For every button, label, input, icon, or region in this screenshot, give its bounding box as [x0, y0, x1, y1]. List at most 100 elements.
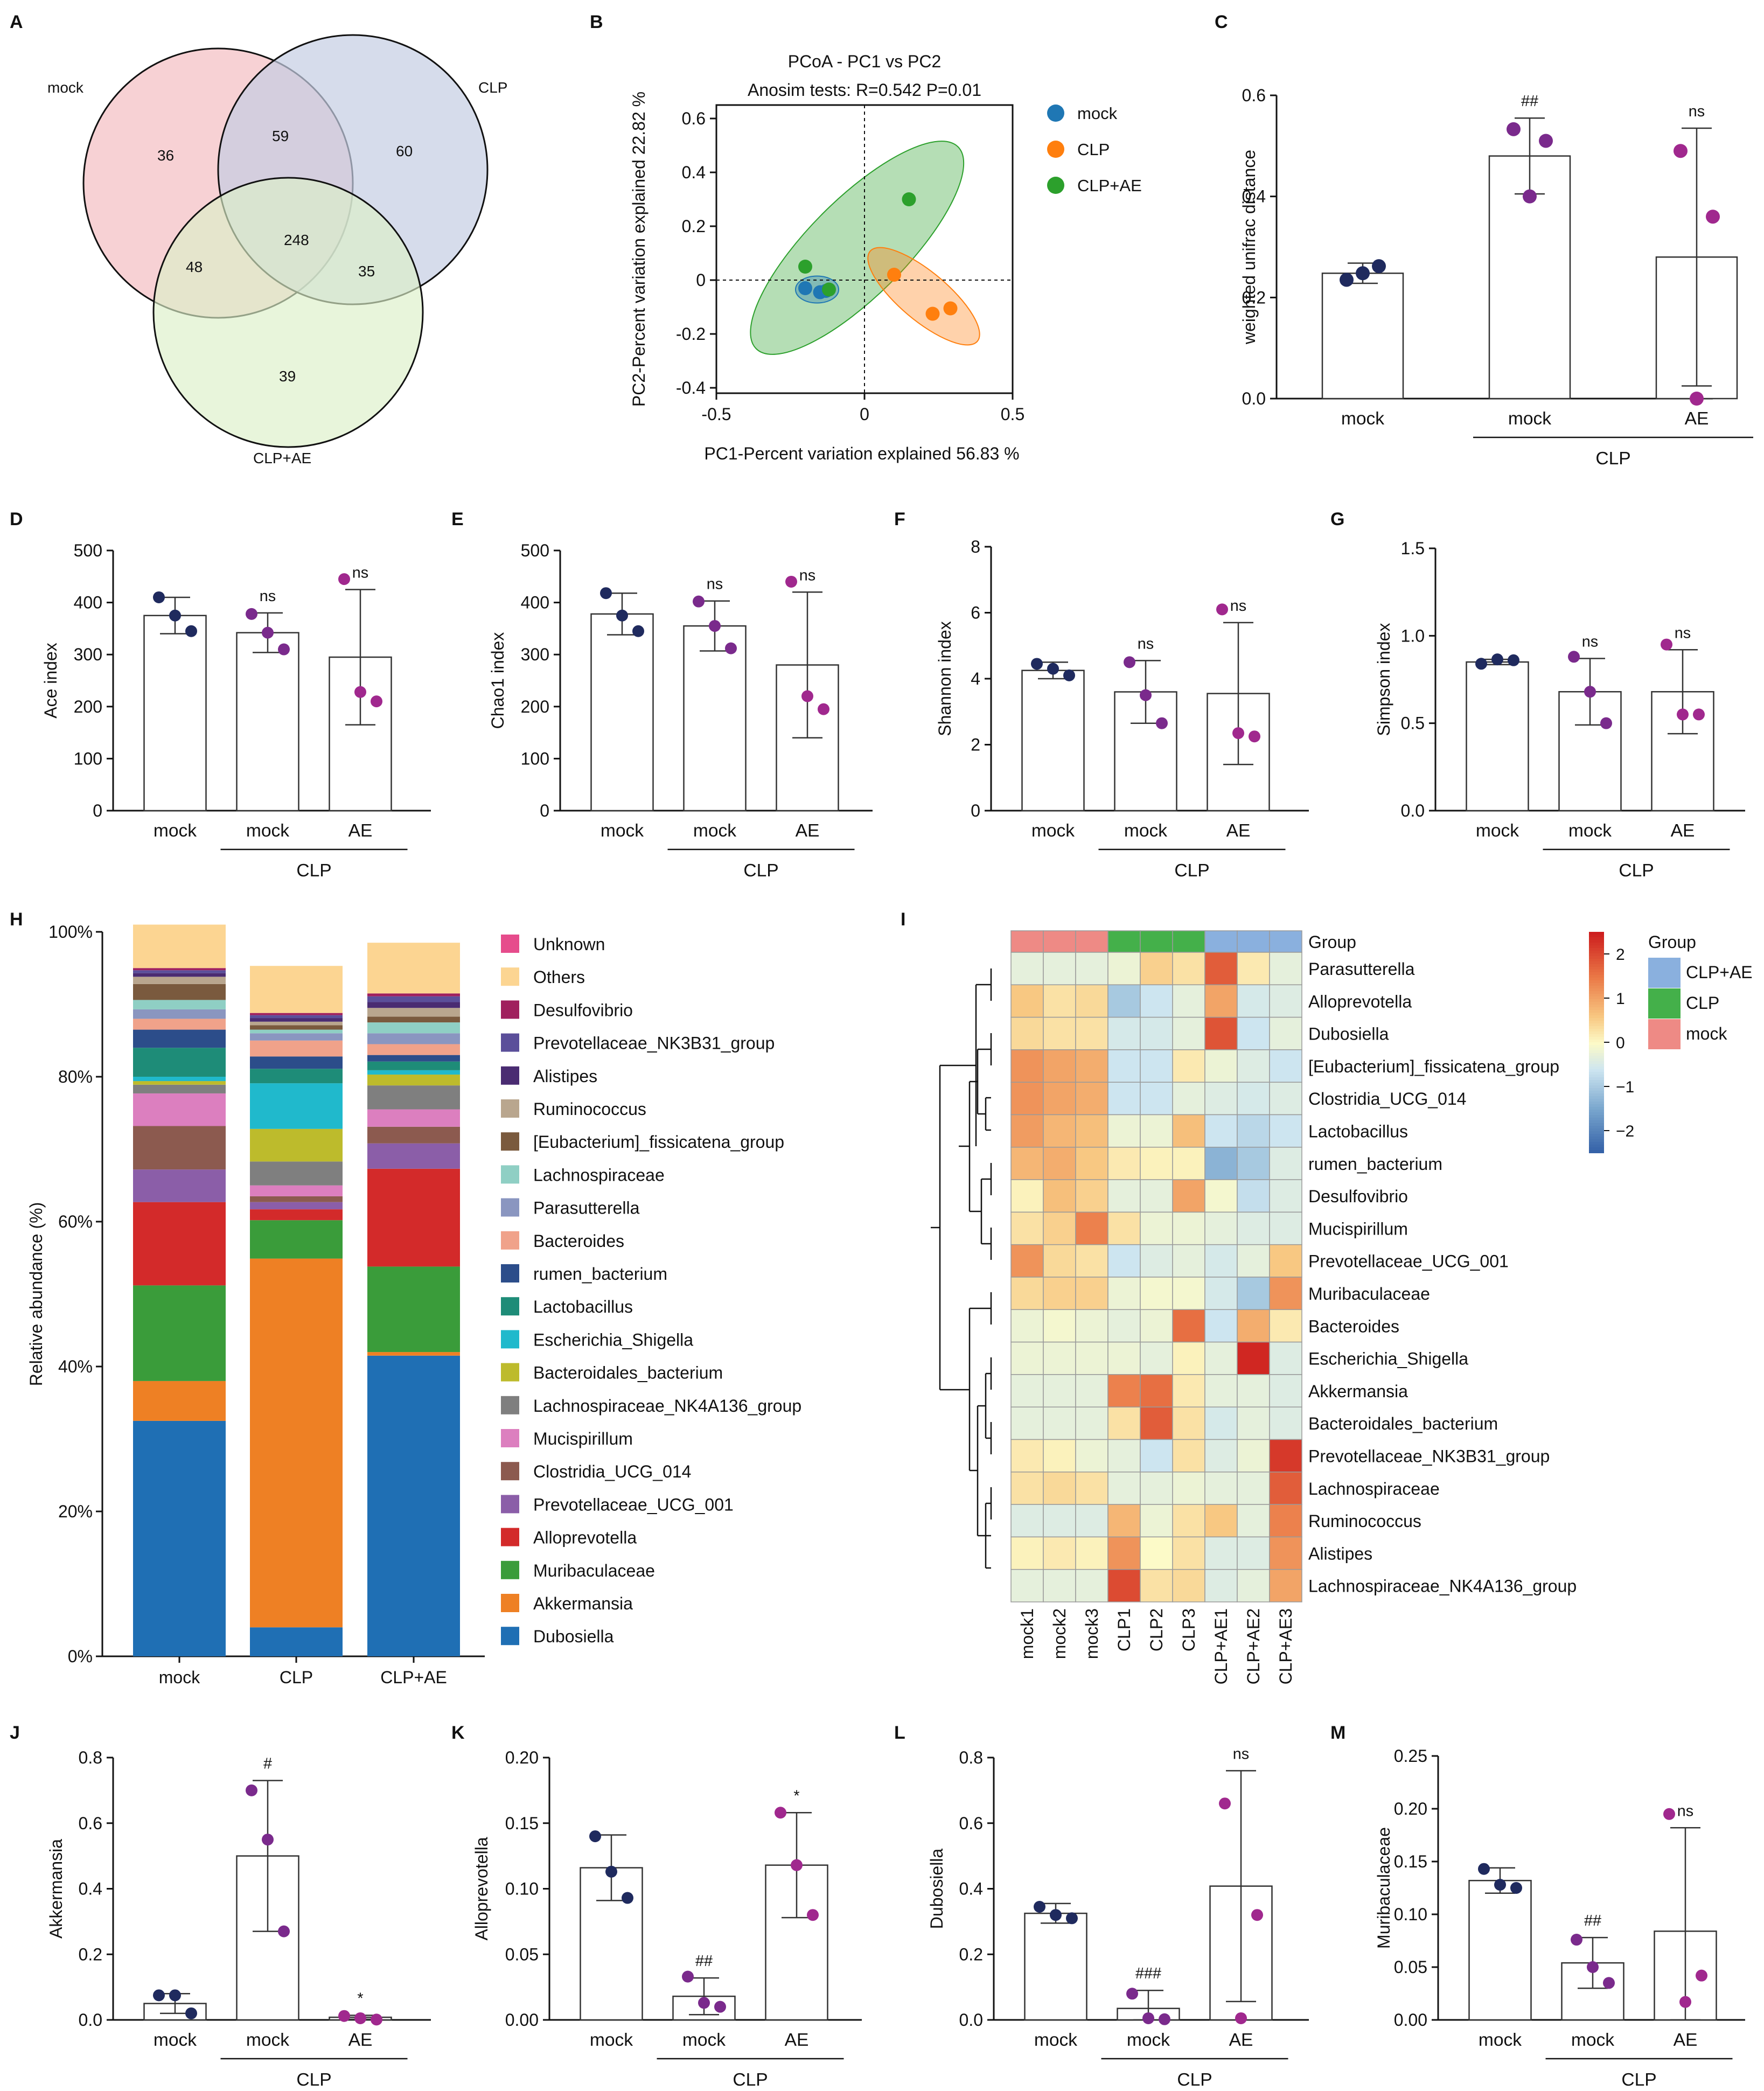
data-point — [1603, 1977, 1615, 1989]
data-point — [807, 1909, 819, 1921]
color-scale-segment — [1589, 1050, 1604, 1054]
color-scale-segment — [1589, 970, 1604, 973]
stack-segment-[Eubacterium]_fissicatena_group — [133, 984, 226, 1000]
data-point — [791, 1859, 803, 1871]
legend-label: CLP — [1077, 140, 1110, 159]
legend-swatch-Desulfovibrio — [501, 1000, 519, 1019]
y-tick-label: 300 — [521, 645, 549, 664]
x-category-label: mock — [693, 821, 736, 841]
color-scale-segment — [1589, 1104, 1604, 1107]
data-point — [1159, 2013, 1170, 2025]
row-label: Parasutterella — [1308, 959, 1415, 979]
stack-segment-Clostridia_UCG_014 — [133, 1126, 226, 1170]
y-tick-label: 1.0 — [1401, 626, 1425, 645]
y-tick-label: 200 — [521, 697, 549, 716]
significance-label: ns — [260, 588, 276, 605]
group-annotation-cell — [1140, 930, 1173, 953]
heatmap-cell — [1140, 952, 1173, 986]
heatmap-cell — [1043, 1504, 1076, 1538]
data-point — [1663, 1808, 1675, 1820]
pcoa-plot: PCoA - PC1 vs PC2 Anosim tests: R=0.542 P… — [629, 52, 1142, 463]
row-label: Muribaculaceae — [1308, 1284, 1430, 1304]
heatmap-cell — [1237, 1244, 1270, 1278]
heatmap-cell — [1172, 1147, 1205, 1180]
legend-marker-CLP+AE — [1047, 177, 1064, 194]
heatmap-cell — [1075, 1406, 1108, 1440]
color-scale-segment — [1589, 975, 1604, 978]
y-tick-label: 0.10 — [1394, 1905, 1427, 1924]
heatmap-cell — [1269, 1406, 1302, 1440]
panel-letter-k: K — [451, 1723, 465, 1743]
heatmap-cell — [1237, 1309, 1270, 1343]
color-scale-label: −1 — [1616, 1078, 1634, 1096]
heatmap-cell — [1204, 1277, 1238, 1311]
heatmap-cell — [1204, 952, 1238, 986]
heatmap-cell — [1172, 1536, 1205, 1570]
row-label: Alistipes — [1308, 1544, 1372, 1563]
color-scale-segment — [1589, 967, 1604, 970]
y-tick-label: 500 — [521, 541, 549, 560]
stack-segment-Mucispirillum — [367, 1109, 460, 1127]
heatmap-cell — [1043, 1536, 1076, 1570]
legend-label: Dubosiella — [533, 1627, 614, 1646]
heatmap-cell — [1043, 1472, 1076, 1505]
color-scale-segment — [1589, 1077, 1604, 1081]
y-tick-label: 0.6 — [79, 1814, 102, 1833]
heatmap-i: Group Parasutterella Alloprevotella Dubosie… — [931, 930, 1753, 1684]
stack-segment-Parasutterella — [250, 1033, 343, 1041]
x-category-label: mock — [1127, 2030, 1170, 2050]
color-scale-segment — [1589, 945, 1604, 949]
heatmap-cell — [1107, 1374, 1141, 1407]
data-point — [1478, 1863, 1490, 1875]
data-point — [1539, 134, 1553, 148]
color-scale-segment — [1589, 1045, 1604, 1048]
y-tick-label: 0.05 — [1394, 1957, 1427, 1977]
color-scale-segment — [1589, 951, 1604, 954]
color-scale-segment — [1589, 1031, 1604, 1035]
legend-swatch-Bacteroidales_bacterium — [501, 1363, 519, 1382]
y-tick-label: 2 — [971, 735, 980, 755]
y-tick-label: 0.6 — [1242, 86, 1266, 105]
data-point — [1690, 392, 1704, 406]
pcoa-point-CLP+AE — [902, 192, 916, 206]
heatmap-cell — [1237, 1049, 1270, 1083]
y-tick-label: 0.4 — [682, 163, 706, 182]
significance-label: * — [357, 1990, 363, 2007]
y-tick-label: 0.0 — [959, 2010, 983, 2030]
heatmap-cell — [1043, 1341, 1076, 1375]
row-label: rumen_bacterium — [1308, 1154, 1442, 1174]
heatmap-cell — [1010, 1082, 1044, 1116]
data-point — [775, 1807, 786, 1819]
heatmap-cell — [1107, 1406, 1141, 1440]
color-scale-segment — [1589, 1102, 1604, 1105]
color-scale-segment — [1589, 1134, 1604, 1137]
color-scale-segment — [1589, 1013, 1604, 1016]
stack-segment-rumen_bacterium — [133, 1029, 226, 1048]
color-scale-segment — [1589, 1080, 1604, 1083]
legend-marker-CLP — [1047, 141, 1064, 158]
confidence-ellipse-clpae — [750, 141, 965, 355]
legend-swatch-Lactobacillus — [501, 1297, 519, 1316]
stack-segment-Dubosiella — [250, 1627, 343, 1656]
panel-letter-l: L — [894, 1723, 905, 1743]
x-tick-label: 0.5 — [1001, 405, 1024, 424]
heatmap-cell — [1043, 1211, 1076, 1245]
data-point — [1063, 669, 1075, 681]
heatmap-cell — [1140, 1536, 1173, 1570]
significance-label: ns — [1233, 1745, 1249, 1762]
stack-segment-Alistipes — [367, 1002, 460, 1008]
heatmap-cell — [1075, 1504, 1108, 1538]
heatmap-cell — [1204, 1309, 1238, 1343]
x-category-label: AE — [785, 2030, 809, 2050]
y-tick-label: 100 — [74, 749, 102, 768]
panel-letter-i: I — [901, 909, 905, 930]
stack-segment-Dubosiella — [133, 1420, 226, 1656]
heatmap-cell — [1010, 1244, 1044, 1278]
y-tick-label: 0.2 — [959, 1944, 983, 1964]
x-category-label: AE — [1229, 2030, 1253, 2050]
heatmap-cell — [1269, 1244, 1302, 1278]
group-bracket-label: CLP — [1177, 2070, 1212, 2090]
x-category-label: mock — [601, 821, 644, 841]
group-legend-title: Group — [1648, 932, 1696, 952]
y-tick-label: 0 — [971, 801, 980, 820]
